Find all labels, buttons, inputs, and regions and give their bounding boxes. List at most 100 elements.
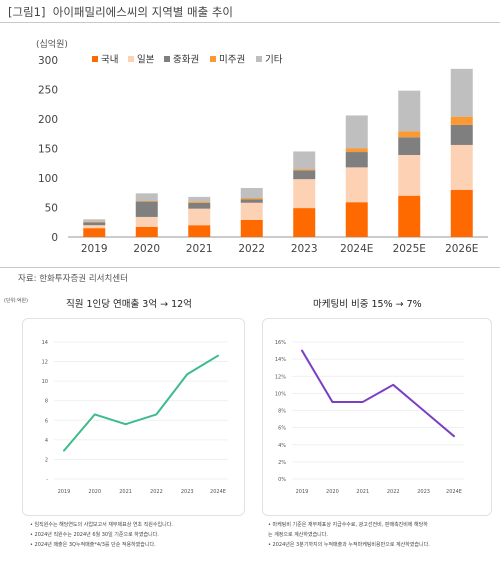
legend-swatch [210, 56, 216, 62]
bar-segment [240, 198, 263, 200]
legend-label: 중화권 [173, 54, 199, 66]
legend-swatch [128, 56, 134, 62]
bar-segment [345, 152, 368, 168]
y-axis-unit: (십억원) [36, 38, 68, 50]
bar-segment [398, 154, 421, 196]
left-note-line: • 2024년 매출은 3Q누적매출*4/3를 단순 적용하였습니다. [30, 542, 156, 548]
bar-segment [293, 208, 316, 237]
y-tick-label: 16% [275, 340, 286, 346]
bar-segment [293, 151, 316, 170]
figure-title-text: 아이패밀리에스씨의 지역별 매출 추이 [52, 5, 234, 19]
small-unit-label: (단위:억원) [4, 298, 28, 304]
bar-segment [345, 167, 368, 203]
x-tick-label: 2019 [58, 489, 71, 495]
bar-segment [188, 208, 211, 226]
left-panel-card [22, 318, 245, 516]
bar-segment [135, 226, 158, 237]
right-line-chart: 0% 2% 4% 6% 8% 10% 12% 14% 16% 2019 2020 2021 2022 20… [275, 340, 464, 495]
right-panel-card [262, 318, 492, 516]
stacked-bar-chart: (십억원) 0 50 100 150 200 250 300 2019 2020 2021 2022 2… [36, 38, 488, 255]
bar-segment [450, 68, 473, 117]
bar-segment [83, 221, 106, 223]
bar-segment [135, 201, 158, 202]
right-note-line: • 2024년은 3분기까지의 누적매출과 누적마케팅비용만으로 계산하였습니다… [268, 542, 430, 548]
bar-segment [345, 115, 368, 149]
x-tick-label: 2025E [393, 243, 426, 255]
bar-segment [188, 196, 211, 202]
left-notes: • 임직원수는 해당연도의 사업보고서 재무제표상 연초 직원수입니다. • 2… [30, 520, 173, 550]
bar-segment [398, 90, 421, 132]
series-line [63, 354, 219, 452]
x-tick-label: 2021 [356, 489, 369, 495]
bar-segment [398, 131, 421, 138]
left-note-line: • 임직원수는 해당연도의 사업보고서 재무제표상 연초 직원수입니다. [30, 522, 173, 528]
bar-segment [83, 228, 106, 237]
y-tick-label: 50 [45, 203, 58, 215]
figure-title: [그림1] 아이패밀리에스씨의 지역별 매출 추이 [8, 4, 233, 20]
bar-segment [345, 148, 368, 153]
y-tick-label: 12 [42, 360, 48, 366]
bar-segment [293, 169, 316, 171]
bar-segment [450, 124, 473, 145]
bar-segment [135, 201, 158, 217]
figure-label: [그림1] [8, 5, 46, 19]
bar-segment [188, 201, 211, 203]
legend-label: 기타 [265, 55, 283, 66]
y-tick-label: 200 [38, 114, 58, 126]
bar-segment [83, 219, 106, 222]
x-tick-label: 2021 [186, 243, 213, 255]
legend-swatch [92, 56, 98, 62]
legend-label: 국내 [101, 55, 118, 66]
bar-segment [83, 225, 106, 229]
x-tick-label: 2022 [387, 489, 400, 495]
y-tick-label: 0 [51, 232, 58, 244]
x-tick-label: 2026E [445, 243, 478, 255]
bar-segment [450, 189, 473, 237]
y-tick-label: 8 [45, 399, 48, 405]
bar-segment [135, 193, 158, 202]
bar-segment [240, 188, 263, 199]
y-tick-label: 4 [45, 438, 48, 444]
left-note-line: • 2024년 직원수는 2024년 6월 30일 기준으로 하였습니다. [30, 532, 159, 538]
y-tick-label: 2 [45, 457, 48, 463]
bar-segment [240, 199, 263, 203]
bar-segment [135, 216, 158, 227]
y-tick-label: 6% [278, 426, 286, 432]
right-note-line: 는 계정으로 계산하였습니다. [268, 532, 328, 538]
legend-swatch [164, 56, 170, 62]
x-tick-label: 2024E [340, 243, 373, 255]
x-tick-label: 2019 [81, 243, 108, 255]
middle-divider [0, 267, 500, 268]
y-tick-label: 150 [38, 144, 58, 156]
series-line [301, 349, 455, 438]
x-tick-label: 2024E [446, 489, 462, 495]
y-tick-label: 300 [38, 55, 58, 67]
bar-segment [398, 195, 421, 237]
bar-segment [450, 116, 473, 125]
source-note: 자료: 한화투자증권 리서치센터 [18, 274, 128, 284]
y-tick-label: 8% [278, 409, 286, 415]
bar-segment [83, 222, 106, 226]
y-tick-label: 14 [42, 340, 48, 346]
left-panel-title: 직원 1인당 연매출 3억 → 12억 [66, 299, 192, 310]
left-line-chart: - 2 4 6 8 10 12 14 2019 2020 2021 2022 2023 2024E [42, 340, 228, 495]
x-tick-label: 2022 [150, 489, 163, 495]
bar-segment [293, 179, 316, 209]
y-tick-label: 10% [275, 391, 286, 397]
x-tick-label: 2021 [119, 489, 132, 495]
legend-label: 미주권 [219, 54, 245, 66]
y-tick-label: 14% [275, 357, 286, 363]
y-tick-label: 10 [42, 379, 48, 385]
x-tick-label: 2024E [210, 489, 226, 495]
top-divider [0, 22, 500, 23]
y-tick-label: 100 [38, 173, 58, 185]
x-tick-label: 2023 [291, 243, 318, 255]
y-tick-label: 250 [38, 85, 58, 97]
right-panel-title: 마케팅비 비중 15% → 7% [313, 299, 422, 310]
x-tick-label: 2019 [296, 489, 309, 495]
x-tick-label: 2022 [238, 243, 265, 255]
bar-segment [345, 202, 368, 237]
y-tick-label: 6 [45, 418, 48, 424]
y-tick-label: 12% [275, 374, 286, 380]
bar-segment [450, 144, 473, 190]
